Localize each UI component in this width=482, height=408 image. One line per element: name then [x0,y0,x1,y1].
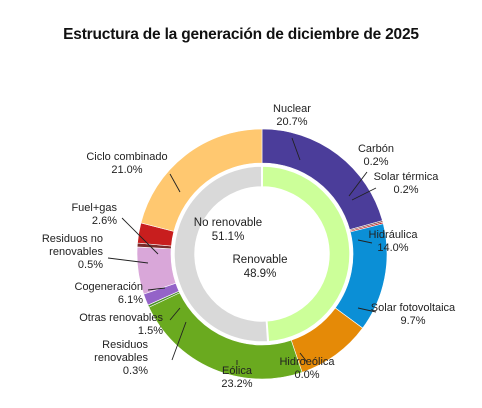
leader-line-residuos-no-renovables [107,257,149,264]
inner-slice-no-renovable [173,165,269,343]
leader-line-nuclear [291,137,301,161]
value-carbon: 0.2% [363,156,388,168]
value-residuos-no-renovables: 0.5% [78,259,103,271]
value-hidraulica: 14.0% [377,242,408,254]
inner-value-no-renovable: 51.1% [212,231,245,243]
label-nuclear: Nuclear [273,103,311,115]
value-otras-renovables: 1.5% [138,325,163,337]
leader-line-solar-fotovoltaica [357,307,377,313]
value-hidroeolica: 0.0% [294,369,319,381]
label-eolica: Eólica [222,365,253,377]
inner-label-no-renovable: No renovable [194,217,262,229]
value-solar-fotovoltaica: 9.7% [400,315,425,327]
inner-value-renovable: 48.9% [244,268,277,280]
value-nuclear: 20.7% [276,116,307,128]
label-residuos-no-renovables: Residuos no renovables [42,233,104,258]
label-otras-renovables: Otras renovables [79,312,163,324]
label-carbon: Carbón [358,143,394,155]
slice-ciclo-combinado [140,128,263,232]
label-solar-fotovoltaica: Solar fotovoltaica [371,302,456,314]
value-fuel-gas: 2.6% [92,215,117,227]
leader-line-hidraulica [357,239,373,244]
leader-line-solar-termica [351,187,377,201]
leader-line-hidroeolica [299,352,308,363]
leader-line-carbon [348,171,368,197]
label-solar-termica: Solar térmica [374,171,440,183]
leader-line-residuos-renovables [171,321,187,361]
label-fuel-gas: Fuel+gas [71,202,117,214]
label-hidraulica: Hidráulica [369,229,419,241]
label-ciclo-combinado: Ciclo combinado [86,151,167,163]
label-hidroeolica: Hidroeólica [279,356,335,368]
leader-line-cogeneracion [147,287,166,291]
value-residuos-renovables: 0.3% [123,365,148,377]
value-solar-termica: 0.2% [393,184,418,196]
value-ciclo-combinado: 21.0% [111,164,142,176]
value-eolica: 23.2% [221,378,252,390]
inner-slice-renovable [261,165,351,343]
label-residuos-renovables: Residuos renovables [94,339,148,364]
leader-line-otras-renovables [169,307,181,321]
value-cogeneracion: 6.1% [118,294,143,306]
label-cogeneracion: Cogeneración [75,281,144,293]
inner-label-renovable: Renovable [233,254,288,266]
leader-line-ciclo-combinado [169,173,181,193]
leader-line-fuel-gas [121,217,159,255]
chart-title: Estructura de la generación de diciembre… [63,26,419,43]
